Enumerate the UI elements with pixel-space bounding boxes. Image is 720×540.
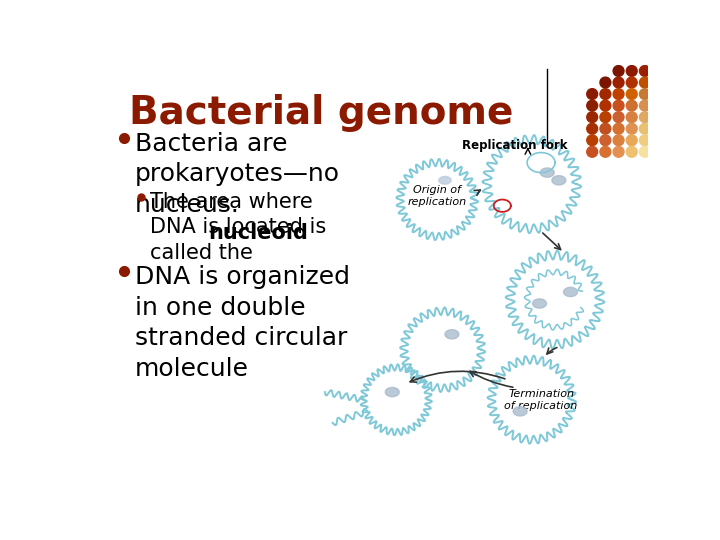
Circle shape: [613, 89, 624, 99]
Text: Bacterial genome: Bacterial genome: [129, 94, 513, 132]
Polygon shape: [540, 168, 554, 177]
Polygon shape: [438, 177, 451, 184]
Text: DNA is organized
in one double
stranded circular
molecule: DNA is organized in one double stranded …: [135, 265, 350, 381]
Polygon shape: [533, 299, 546, 308]
Circle shape: [613, 77, 624, 88]
Circle shape: [587, 100, 598, 111]
Circle shape: [587, 89, 598, 99]
Circle shape: [600, 135, 611, 146]
Circle shape: [626, 89, 637, 99]
Circle shape: [626, 135, 637, 146]
Circle shape: [639, 77, 650, 88]
Circle shape: [600, 146, 611, 157]
Circle shape: [613, 100, 624, 111]
Polygon shape: [564, 287, 577, 296]
Text: Origin of
replication: Origin of replication: [408, 185, 467, 206]
Circle shape: [613, 146, 624, 157]
Circle shape: [639, 123, 650, 134]
Circle shape: [600, 112, 611, 123]
Circle shape: [600, 123, 611, 134]
Circle shape: [587, 123, 598, 134]
Circle shape: [626, 123, 637, 134]
Circle shape: [639, 89, 650, 99]
Text: Bacteria are
prokaryotes—no
nucleus.: Bacteria are prokaryotes—no nucleus.: [135, 132, 340, 217]
Polygon shape: [513, 407, 527, 416]
Circle shape: [600, 100, 611, 111]
Circle shape: [587, 135, 598, 146]
Circle shape: [626, 146, 637, 157]
Text: Termination
of replication: Termination of replication: [505, 389, 577, 410]
Circle shape: [639, 65, 650, 76]
Circle shape: [587, 112, 598, 123]
Circle shape: [639, 146, 650, 157]
Circle shape: [613, 65, 624, 76]
Circle shape: [626, 77, 637, 88]
Text: nucleoid: nucleoid: [208, 223, 307, 243]
Polygon shape: [445, 330, 459, 339]
Circle shape: [613, 135, 624, 146]
Circle shape: [626, 100, 637, 111]
Circle shape: [613, 112, 624, 123]
Polygon shape: [385, 387, 399, 397]
Text: The area where
DNA is located is
called the: The area where DNA is located is called …: [150, 192, 327, 263]
Circle shape: [600, 77, 611, 88]
Circle shape: [639, 100, 650, 111]
Circle shape: [587, 146, 598, 157]
Circle shape: [639, 135, 650, 146]
Polygon shape: [552, 176, 566, 185]
Circle shape: [600, 89, 611, 99]
Circle shape: [626, 112, 637, 123]
Circle shape: [639, 112, 650, 123]
Circle shape: [626, 65, 637, 76]
Text: Replication fork: Replication fork: [462, 139, 567, 152]
Circle shape: [613, 123, 624, 134]
